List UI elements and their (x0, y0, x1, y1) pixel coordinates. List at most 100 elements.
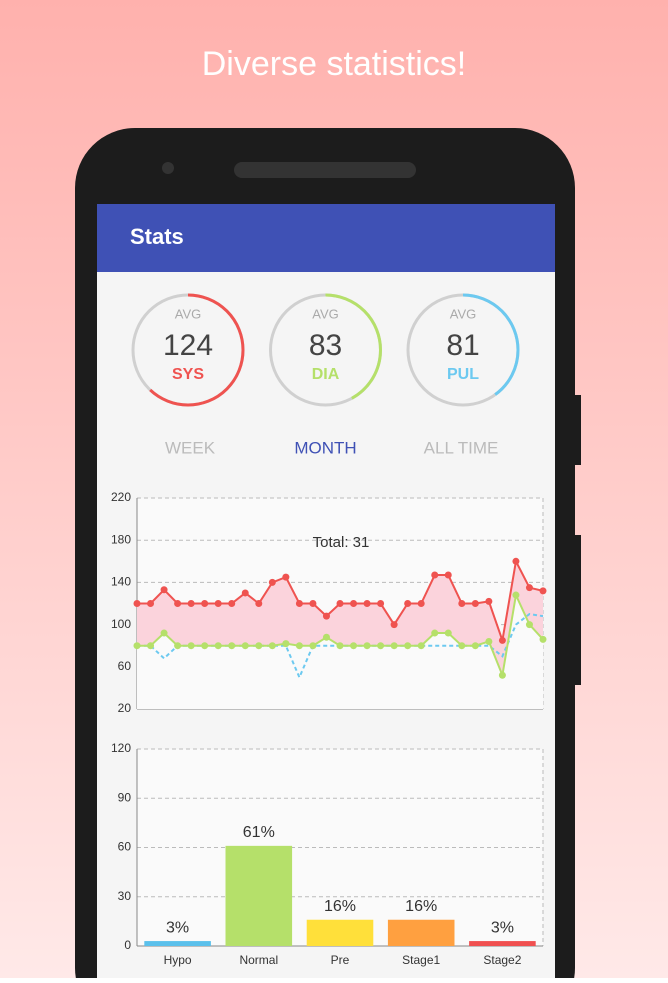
tab[interactable]: ALL TIME (424, 438, 499, 457)
point (268, 578, 276, 586)
value-label: 3% (491, 919, 514, 936)
camera (162, 162, 174, 174)
point (309, 642, 317, 650)
gauge-arc (131, 293, 245, 407)
y-tick-label: 120 (111, 741, 131, 755)
y-tick-label: 100 (111, 617, 131, 631)
point (390, 642, 398, 650)
gauge-value: 83 (309, 329, 342, 362)
point (390, 621, 398, 629)
bar (225, 845, 293, 946)
value-label: 16% (324, 898, 356, 915)
point (201, 600, 209, 607)
bar (144, 941, 211, 946)
point (485, 597, 493, 605)
point (377, 600, 385, 607)
point (255, 600, 263, 607)
value-label: 3% (166, 919, 189, 936)
point (295, 642, 303, 650)
point (417, 600, 425, 607)
y-tick-label: 180 (111, 532, 131, 546)
point (350, 642, 358, 650)
point (336, 600, 344, 607)
gauge-label: PUL (447, 366, 479, 383)
point (498, 671, 506, 679)
y-tick-label: 220 (111, 490, 131, 504)
x-tick-label: Stage2 (483, 953, 521, 967)
point (471, 642, 479, 650)
bar (387, 919, 455, 946)
point (471, 600, 479, 607)
point (431, 629, 439, 637)
point (404, 600, 412, 607)
point (241, 589, 249, 597)
point (133, 642, 141, 650)
app-bar-title: Stats (130, 224, 184, 249)
y-tick-label: 60 (118, 659, 132, 673)
x-tick-label: Hypo (164, 953, 192, 967)
point (363, 600, 371, 607)
point (485, 637, 493, 645)
tab[interactable]: WEEK (165, 438, 216, 457)
point (539, 587, 547, 595)
point (147, 642, 155, 650)
value-label: 61% (243, 824, 275, 841)
gauge-caption: AVG (175, 306, 202, 321)
point (214, 600, 222, 607)
x-tick-label: Pre (331, 953, 350, 967)
point (417, 642, 425, 650)
point (525, 584, 533, 592)
side-button (575, 535, 581, 685)
side-button (575, 395, 581, 465)
point (228, 600, 236, 607)
point (282, 640, 290, 648)
value-label: 16% (405, 898, 437, 915)
gauge-label: DIA (312, 366, 340, 383)
point (201, 642, 209, 650)
app-bar (97, 204, 555, 272)
point (187, 642, 195, 650)
point (444, 571, 452, 579)
y-tick-label: 90 (118, 790, 132, 804)
point (309, 600, 317, 607)
point (241, 642, 249, 650)
gauge-value: 124 (163, 329, 213, 362)
point (444, 629, 452, 637)
point (255, 642, 263, 650)
x-tick-label: Normal (239, 953, 278, 967)
point (512, 591, 520, 599)
point (214, 642, 222, 650)
point (539, 635, 547, 643)
tab[interactable]: MONTH (294, 438, 356, 457)
point (431, 571, 439, 579)
point (363, 642, 371, 650)
speaker (234, 162, 416, 178)
point (350, 600, 358, 607)
bar (306, 919, 374, 946)
point (174, 600, 182, 607)
gauge-label: SYS (172, 366, 204, 383)
headline: Diverse statistics! (202, 45, 467, 83)
series-area (137, 595, 543, 709)
point (458, 642, 466, 650)
gauge-caption: AVG (312, 306, 339, 321)
gauge-value: 81 (446, 329, 479, 362)
point (525, 621, 533, 629)
y-tick-label: 30 (118, 889, 132, 903)
point (228, 642, 236, 650)
x-tick-label: Stage1 (402, 953, 440, 967)
gauge-arc (406, 293, 520, 407)
point (322, 612, 330, 620)
point (512, 557, 520, 565)
y-tick-label: 60 (118, 840, 132, 854)
point (160, 629, 168, 637)
point (498, 636, 506, 644)
point (174, 642, 182, 650)
point (404, 642, 412, 650)
y-tick-label: 140 (111, 575, 131, 589)
bar (469, 941, 536, 946)
point (458, 600, 466, 607)
point (282, 573, 290, 581)
point (336, 642, 344, 650)
